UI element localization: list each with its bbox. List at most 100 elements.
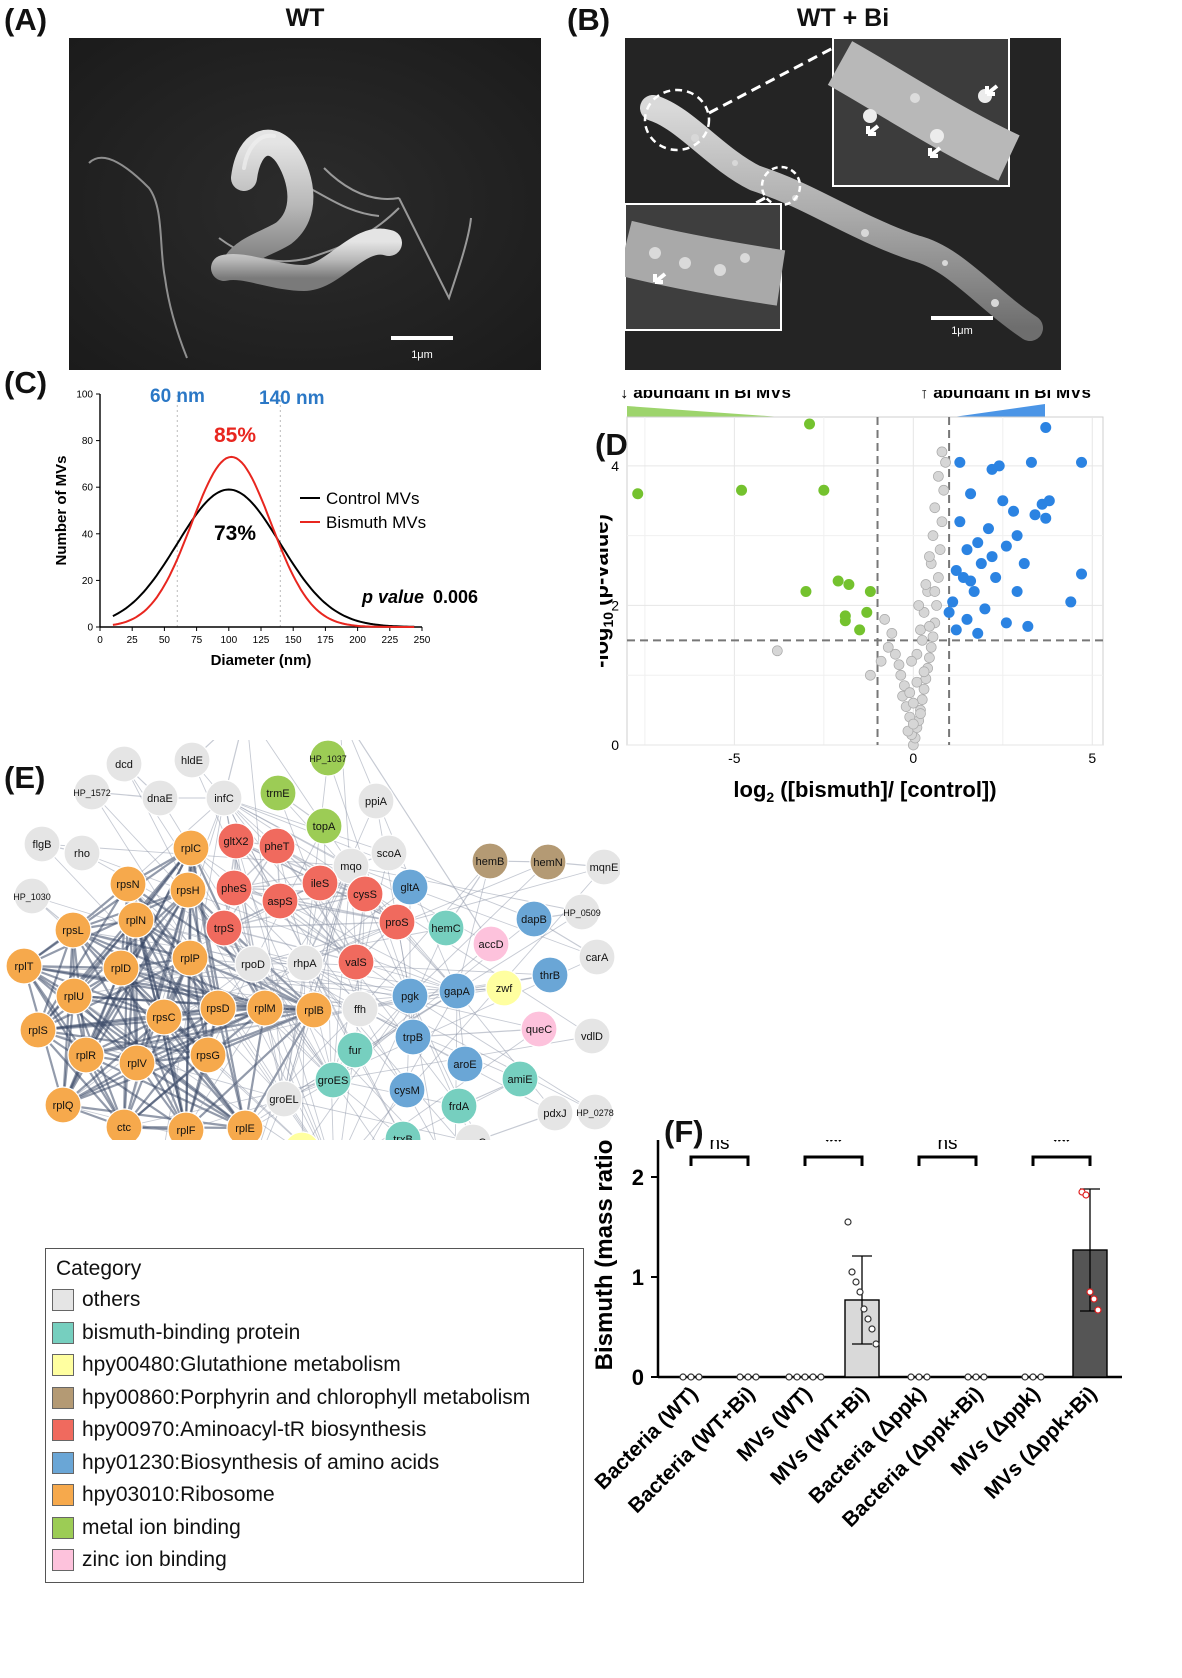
network-node-label: hemN	[533, 857, 562, 869]
x-tick-label: 5	[1088, 750, 1096, 766]
network-edge	[23, 965, 458, 992]
significance-bracket-0	[689, 1155, 750, 1166]
network-node-fur: fur	[336, 1031, 374, 1069]
point-not-significant	[886, 627, 898, 639]
network-edge	[260, 865, 352, 1140]
network-node-label: pheT	[264, 841, 289, 853]
data-point	[856, 1288, 864, 1296]
network-node-label: rplR	[76, 1050, 96, 1062]
network-node-rpls: rplS	[19, 1011, 57, 1049]
legend-label: metal ion binding	[82, 1515, 241, 1539]
network-node-rplt: rplT	[5, 947, 43, 985]
p-value-number: 0.006	[433, 587, 478, 607]
point-up	[990, 572, 1002, 584]
point-not-significant	[911, 676, 923, 688]
point-up	[961, 544, 973, 556]
data-point	[1021, 1373, 1029, 1381]
network-node-circle	[199, 989, 237, 1027]
data-point	[872, 1340, 880, 1348]
network-node-aroe: aroE	[446, 1045, 484, 1083]
legend-label: zinc ion binding	[82, 1548, 227, 1571]
network-node-rpod: rpoD	[234, 945, 272, 983]
data-point	[964, 1373, 972, 1381]
network-edge	[190, 847, 306, 964]
y-axis-label-main: -log	[600, 628, 613, 668]
x-category-label-0: Bacteria (WT)	[591, 1382, 703, 1494]
network-node-rplf: rplF	[167, 1111, 205, 1140]
network-node-label: groES	[318, 1075, 349, 1087]
network-node-label: rplQ	[53, 1100, 74, 1112]
point-down	[864, 585, 876, 597]
point-not-significant	[771, 645, 783, 657]
network-node-label: rplN	[126, 915, 146, 927]
significance-label-0: ns	[709, 1140, 729, 1154]
network-edge	[23, 889, 189, 967]
network-node-label: rplU	[64, 991, 84, 1003]
network-node-label: dapB	[521, 914, 547, 926]
network-node-circle	[536, 1094, 574, 1132]
network-node-circle	[472, 925, 510, 963]
x-category-label-3: MVs (WT+Bi)	[766, 1382, 873, 1489]
network-edge	[37, 1006, 219, 1032]
network-node-circle	[346, 875, 384, 913]
network-edge	[189, 956, 315, 1012]
point-down	[839, 615, 851, 627]
network-node-label: panC	[460, 1137, 486, 1140]
network-node-circle	[105, 745, 143, 783]
network-node-label: gltX2	[223, 836, 248, 848]
point-not-significant	[927, 631, 939, 643]
network-node-circle	[427, 909, 465, 947]
network-node-ctc: ctc	[105, 1108, 143, 1140]
network-node-label: hemB	[476, 856, 505, 868]
network-node-circle	[19, 1011, 57, 1049]
network-node-label: ffh	[354, 1004, 366, 1016]
network-edge	[235, 840, 325, 1140]
network-node-infc: infC	[205, 779, 243, 817]
network-node-rplb: rplB	[295, 991, 333, 1029]
y-tick-label: 60	[82, 483, 94, 494]
network-edge	[62, 1016, 165, 1106]
network-edge	[207, 1054, 299, 1140]
point-not-significant	[907, 718, 919, 730]
network-node-hp-0509: HP_0509	[563, 893, 601, 931]
network-node-label: ctc	[117, 1122, 132, 1134]
network-node-panc: panC	[454, 1123, 492, 1140]
network-edge	[266, 1098, 285, 1140]
network-node-label: HP_0278	[576, 1108, 614, 1118]
point-up	[1011, 530, 1023, 542]
data-point	[907, 1373, 915, 1381]
network-node-label: infC	[214, 793, 234, 805]
point-down	[800, 585, 812, 597]
network-node-vals: valS	[337, 943, 375, 981]
x-tick-label: 100	[220, 635, 237, 646]
y-tick-label: 20	[82, 576, 94, 587]
network-node-circle	[189, 1036, 227, 1074]
network-node-ppia: ppiA	[357, 782, 395, 820]
network-node-circle	[109, 865, 147, 903]
legend-swatch	[52, 1289, 74, 1311]
data-point	[1029, 1373, 1037, 1381]
panel-letter-c: (C)	[4, 365, 48, 400]
network-node-rplv: rplV	[118, 1044, 156, 1082]
x-tick-label: 175	[317, 635, 334, 646]
point-not-significant	[920, 579, 932, 590]
point-not-significant	[925, 641, 937, 653]
point-up	[975, 558, 987, 570]
sem-image-wt: 1μm	[69, 38, 541, 370]
network-node-circle	[286, 944, 324, 982]
network-node-mqo: mqo	[332, 847, 370, 885]
legend-item: hpy00860:Porphyrin and chlorophyll metab…	[52, 1383, 530, 1413]
legend-swatch	[52, 1386, 74, 1409]
network-node-label: aspS	[267, 896, 292, 908]
point-up	[1040, 512, 1052, 524]
data-point	[736, 1373, 744, 1381]
network-node-rpsg: rpsG	[189, 1036, 227, 1074]
point-up	[1076, 568, 1088, 580]
network-edge	[313, 865, 352, 1011]
sem-bacterium-wt-drawing: 1μm	[69, 38, 541, 370]
data-point	[809, 1373, 817, 1381]
point-up	[1000, 617, 1012, 629]
panel-letter-e: (E)	[4, 760, 46, 795]
network-node-label: cysM	[394, 1085, 420, 1097]
network-edge	[304, 861, 549, 964]
